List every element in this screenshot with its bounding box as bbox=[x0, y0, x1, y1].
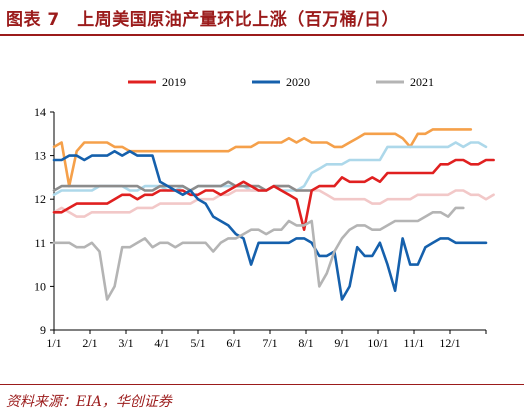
x-tick-label: 11/1 bbox=[404, 336, 425, 350]
title-bar: 图表 7 上周美国原油产量环比上涨（百万桶/日） bbox=[0, 0, 524, 36]
series-line-2021 bbox=[52, 206, 465, 301]
x-tick-label: 7/1 bbox=[262, 336, 277, 350]
x-tick-label: 12/1 bbox=[439, 336, 460, 350]
y-tick-label: 9 bbox=[40, 323, 46, 337]
legend-label-2019: 2019 bbox=[162, 75, 186, 89]
y-tick-label: 10 bbox=[34, 279, 46, 293]
y-tick-label: 12 bbox=[34, 192, 46, 206]
source-note: 资料来源：EIA，华创证券 bbox=[6, 394, 172, 410]
chart-title: 图表 7 上周美国原油产量环比上涨（百万桶/日） bbox=[6, 10, 399, 30]
x-tick-label: 9/1 bbox=[334, 336, 349, 350]
x-tick-label: 4/1 bbox=[154, 336, 169, 350]
series-line-3 bbox=[52, 128, 473, 188]
x-tick-label: 1/1 bbox=[46, 336, 61, 350]
y-tick-label: 11 bbox=[34, 236, 46, 250]
x-tick-label: 2/1 bbox=[82, 336, 97, 350]
source-bar: 资料来源：EIA，华创证券 bbox=[0, 384, 524, 415]
chart: 2019 2020 2021 9 10 11 12 13 14 1/1 2/1 3/1 4/1 5/1 6… bbox=[34, 75, 495, 350]
legend: 2019 2020 2021 bbox=[128, 75, 434, 89]
y-tick-label: 13 bbox=[34, 149, 46, 163]
axes: 9 10 11 12 13 14 1/1 2/1 3/1 4/1 5/1 6/1 7/1 8/1 9/1 10… bbox=[34, 105, 487, 350]
legend-label-2021: 2021 bbox=[410, 75, 434, 89]
legend-label-2020: 2020 bbox=[286, 75, 310, 89]
series-line-2020 bbox=[52, 149, 488, 301]
series-line-2019 bbox=[52, 158, 495, 231]
series-layer bbox=[52, 128, 495, 301]
series-line-5 bbox=[52, 184, 495, 218]
y-tick-label: 14 bbox=[34, 105, 46, 119]
x-tick-label: 3/1 bbox=[118, 336, 133, 350]
x-tick-label: 6/1 bbox=[226, 336, 241, 350]
x-tick-label: 10/1 bbox=[367, 336, 388, 350]
x-tick-label: 8/1 bbox=[298, 336, 313, 350]
x-tick-label: 5/1 bbox=[190, 336, 205, 350]
